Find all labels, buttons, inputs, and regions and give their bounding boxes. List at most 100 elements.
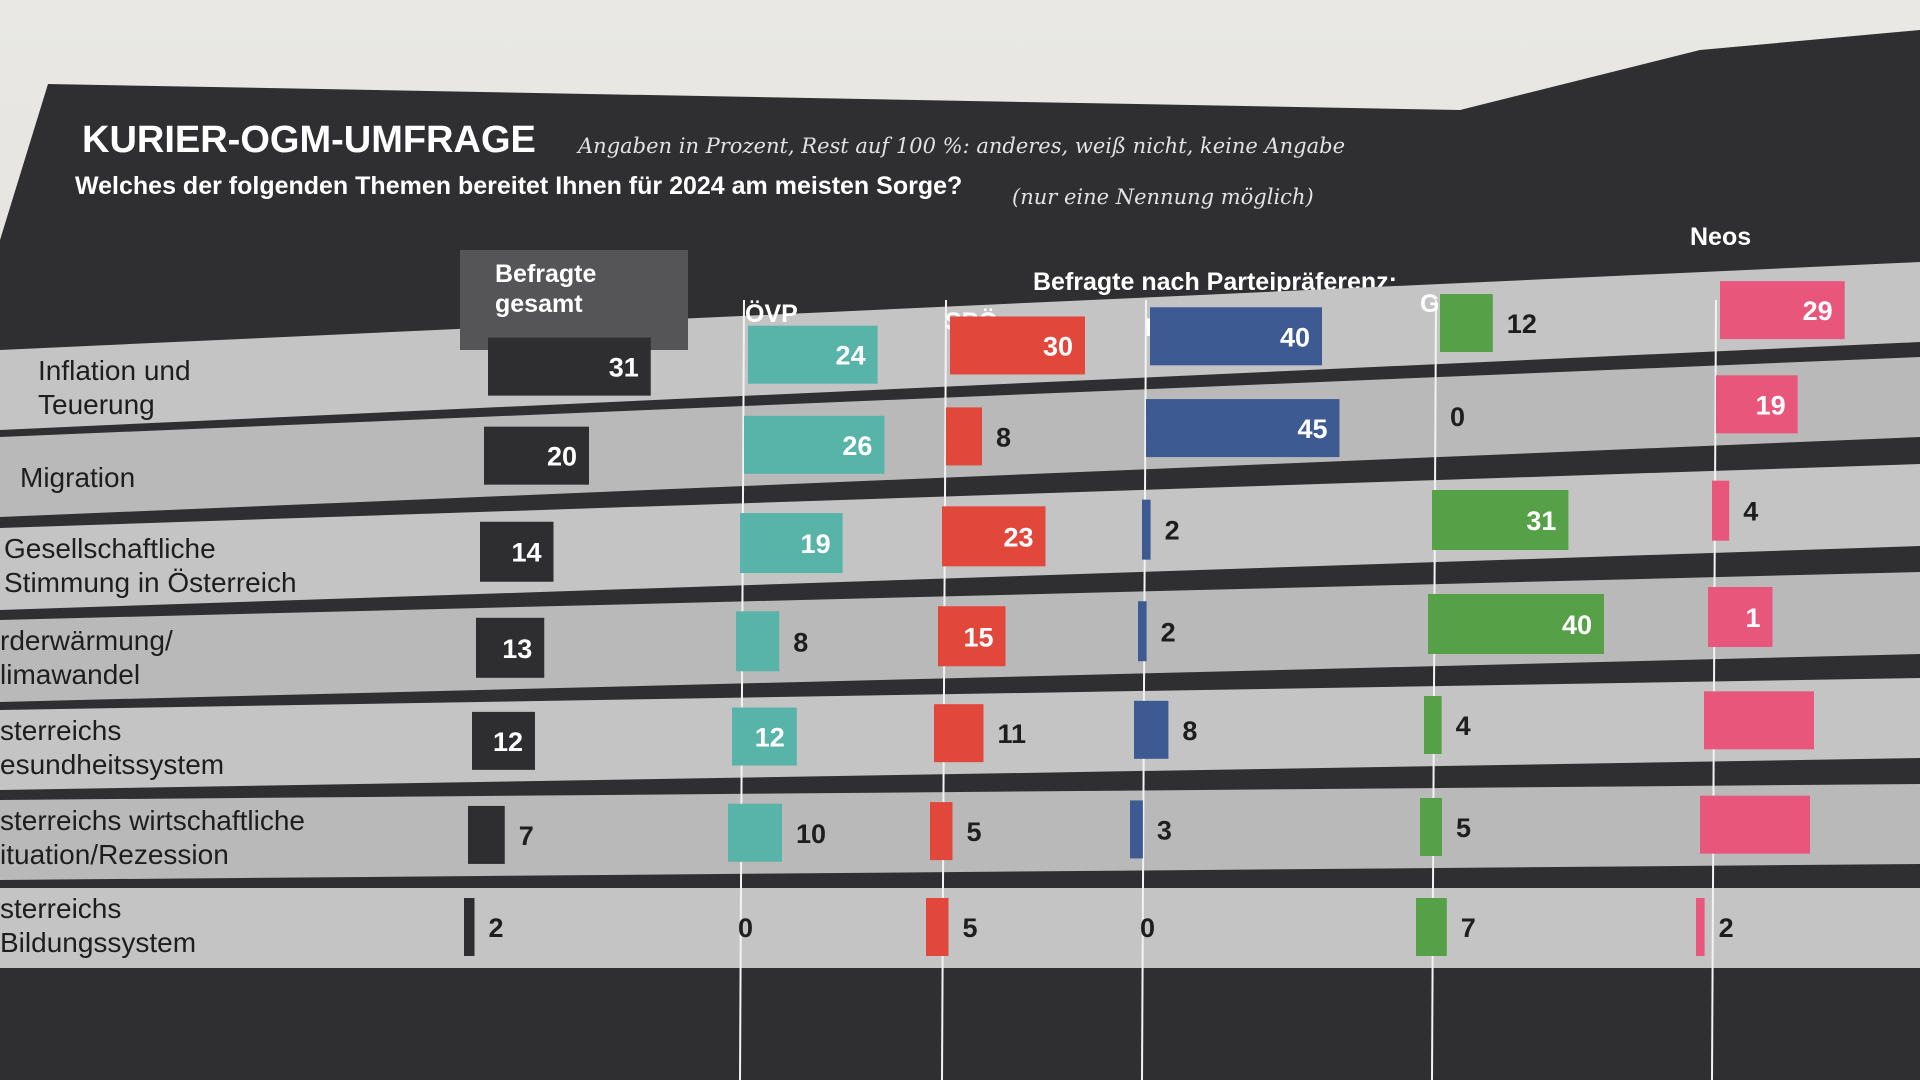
value-label: 19	[801, 529, 831, 559]
bar	[1134, 700, 1169, 759]
chart-question-note: (nur eine Nennung möglich)	[1012, 185, 1314, 209]
value-label: 7	[519, 821, 534, 851]
bar	[1142, 499, 1151, 560]
bar	[488, 337, 651, 396]
column-separator	[1711, 299, 1717, 1080]
bar	[1428, 594, 1604, 654]
row-label: Bildungssystem	[0, 927, 196, 958]
bar	[1424, 696, 1442, 754]
row-label: sterreichs	[0, 715, 121, 746]
bar	[1708, 587, 1773, 647]
value-label: 15	[963, 622, 993, 652]
bar	[1416, 898, 1447, 956]
value-label: 29	[1803, 296, 1833, 326]
column-separator	[739, 299, 745, 1080]
value-label: 0	[1450, 402, 1465, 432]
bar	[942, 506, 1046, 567]
bar	[930, 802, 953, 861]
value-label: 45	[1297, 414, 1327, 444]
bar	[934, 704, 984, 763]
value-label: 26	[842, 431, 872, 461]
bar	[468, 805, 505, 864]
value-label: 8	[996, 422, 1011, 452]
row-label: ituation/Rezession	[0, 839, 229, 870]
row-label: sterreichs	[0, 893, 121, 924]
row-label: esundheitssystem	[0, 749, 224, 780]
row-label: Gesellschaftliche	[4, 533, 216, 564]
row-label: Teuerung	[38, 389, 155, 420]
chart-question: Welches der folgenden Themen bereitet Ih…	[75, 172, 962, 200]
bar	[1704, 691, 1814, 750]
value-label: 3	[1157, 815, 1172, 845]
value-label: 14	[511, 538, 541, 568]
bar	[740, 513, 843, 574]
value-label: 8	[1182, 716, 1197, 746]
bar	[472, 711, 535, 770]
bar	[1696, 898, 1705, 956]
bar	[748, 325, 878, 384]
column-separator	[1141, 299, 1147, 1080]
value-label: 12	[755, 723, 785, 753]
bar	[484, 426, 589, 485]
value-label: 12	[493, 727, 523, 757]
value-label: 1	[1745, 603, 1760, 633]
value-label: 12	[1507, 309, 1537, 339]
bar	[926, 898, 949, 956]
value-label: 23	[1003, 522, 1033, 552]
value-label: 4	[1456, 711, 1471, 741]
bar	[736, 611, 780, 672]
bar	[1138, 601, 1147, 662]
chart-note: Angaben in Prozent, Rest auf 100 %: ande…	[576, 134, 1345, 158]
value-label: 4	[1743, 497, 1758, 527]
column-header: gesamt	[495, 290, 583, 318]
value-label: 13	[502, 634, 532, 664]
value-label: 8	[793, 627, 808, 657]
bar	[728, 803, 782, 862]
value-label: 2	[1161, 617, 1176, 647]
bar	[1150, 307, 1322, 366]
row-label: rderwärmung/	[0, 625, 173, 656]
value-label: 2	[489, 913, 504, 943]
bar	[1700, 795, 1810, 854]
row-band	[0, 888, 1920, 968]
value-label: 40	[1280, 322, 1310, 352]
row-label: sterreichs wirtschaftliche	[0, 805, 305, 836]
bar	[464, 898, 475, 956]
bar	[476, 617, 545, 678]
bar	[1432, 490, 1569, 550]
value-label: 30	[1043, 331, 1073, 361]
value-label: 0	[738, 913, 753, 943]
value-label: 2	[1719, 913, 1734, 943]
value-label: 2	[1165, 516, 1180, 546]
bar	[938, 606, 1006, 667]
value-label: 24	[836, 341, 866, 371]
value-label: 31	[609, 353, 639, 383]
total-column-header-box	[460, 250, 688, 350]
value-label: 20	[547, 442, 577, 472]
value-label: 10	[796, 819, 826, 849]
value-label: 40	[1562, 610, 1592, 640]
bar	[1440, 294, 1493, 352]
bar	[1720, 281, 1845, 340]
bar	[1420, 798, 1442, 856]
row-label: Inflation und	[38, 355, 191, 386]
bar	[1716, 375, 1798, 434]
bar	[480, 521, 554, 582]
bar	[1712, 480, 1730, 541]
value-label: 0	[1140, 913, 1155, 943]
column-header: ÖVP	[745, 299, 798, 328]
bar	[732, 707, 797, 766]
value-label: 5	[963, 913, 978, 943]
bar	[1146, 399, 1340, 458]
value-label: 31	[1526, 506, 1556, 536]
value-label: 19	[1756, 390, 1786, 420]
bar	[1130, 800, 1143, 859]
bar	[744, 415, 885, 474]
value-label: 7	[1461, 913, 1476, 943]
column-header: Neos	[1690, 223, 1751, 251]
column-header: Befragte	[495, 260, 597, 288]
chart-title: KURIER-OGM-UMFRAGE	[82, 119, 536, 161]
